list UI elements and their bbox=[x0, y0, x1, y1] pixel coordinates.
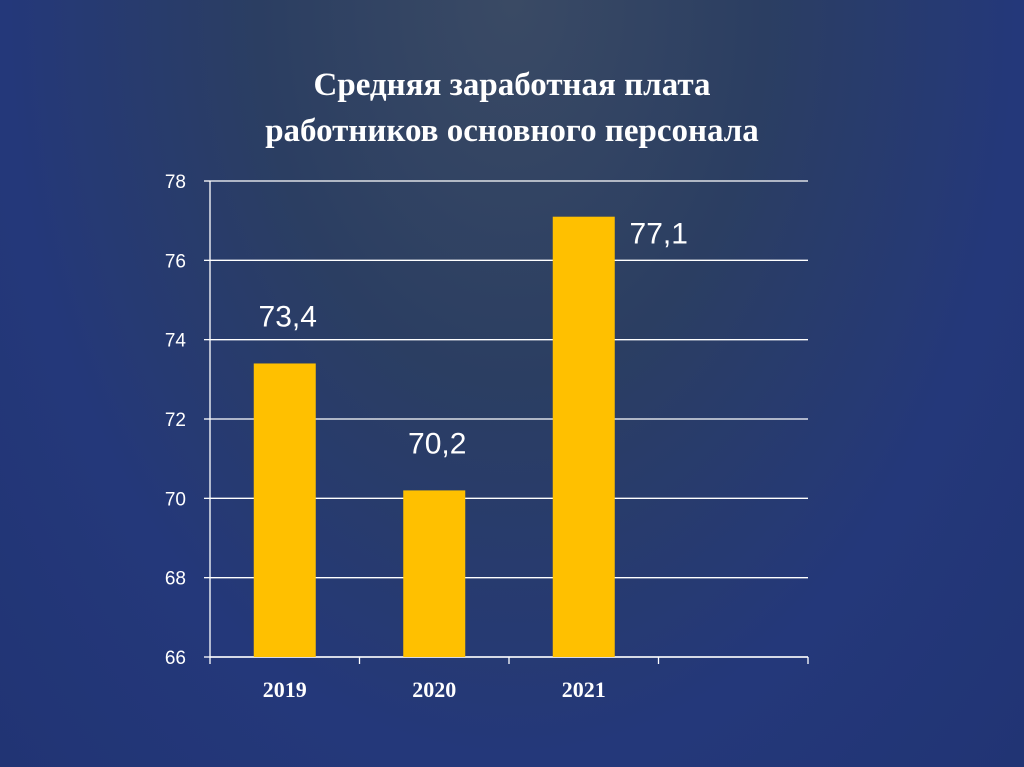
y-tick-label: 78 bbox=[165, 172, 186, 193]
x-category-label: 2020 bbox=[412, 677, 456, 702]
y-tick-label: 74 bbox=[165, 331, 187, 352]
chart-title-line-1: Средняя заработная плата bbox=[313, 67, 711, 103]
y-tick-label: 72 bbox=[165, 410, 186, 431]
data-label: 70,2 bbox=[408, 427, 466, 460]
data-label: 77,1 bbox=[630, 218, 688, 251]
bar bbox=[403, 490, 466, 657]
bar bbox=[552, 216, 615, 657]
y-tick-label: 70 bbox=[165, 489, 186, 510]
data-label: 73,4 bbox=[259, 300, 317, 333]
chart-title: Средняя заработная плата работников осно… bbox=[0, 62, 1024, 154]
x-category-label: 2021 bbox=[562, 677, 606, 702]
x-category-label: 2019 bbox=[263, 677, 307, 702]
bar bbox=[253, 363, 316, 657]
chart-title-line-2: работников основного персонала bbox=[265, 113, 759, 149]
y-tick-label: 68 bbox=[165, 569, 186, 590]
y-tick-label: 76 bbox=[165, 251, 186, 272]
y-tick-label: 66 bbox=[165, 648, 186, 669]
